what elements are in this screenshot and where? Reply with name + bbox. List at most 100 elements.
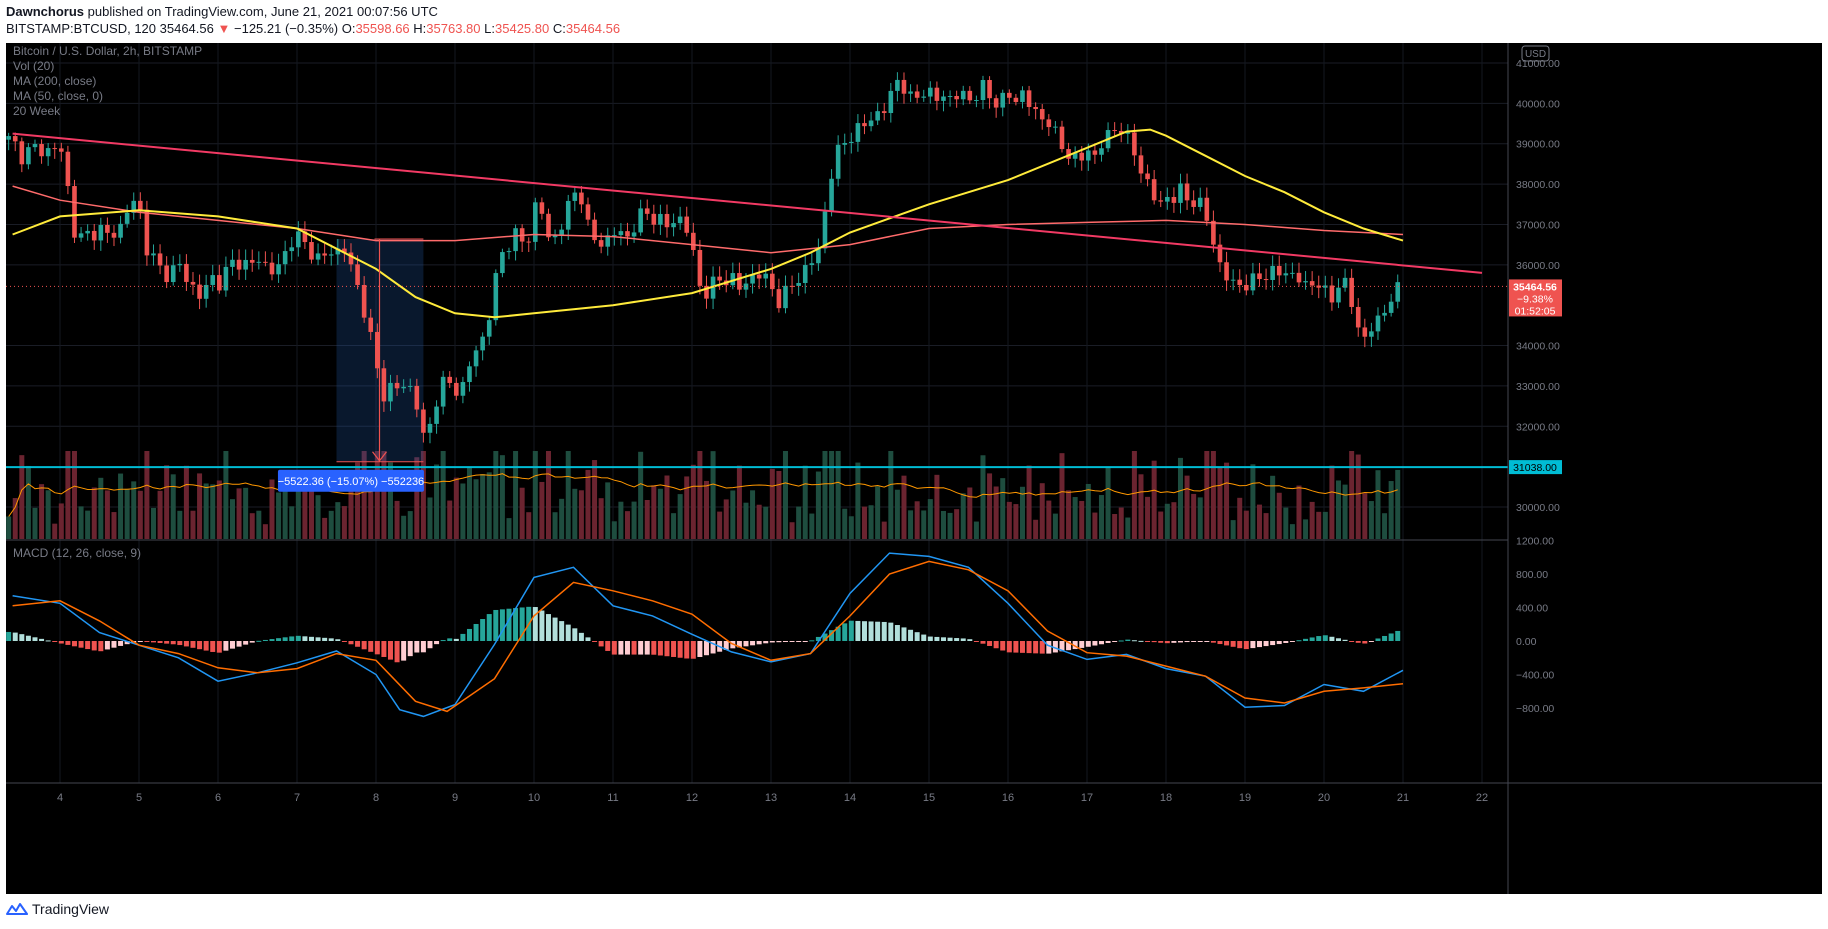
candle[interactable] [644,208,650,214]
candle[interactable] [32,144,38,148]
candle[interactable] [763,273,769,279]
candle[interactable] [934,87,940,101]
candle[interactable] [263,261,268,263]
candle[interactable] [796,282,801,286]
candle[interactable] [855,123,861,142]
candle[interactable] [447,376,453,383]
candle[interactable] [625,231,630,237]
candle[interactable] [467,366,472,383]
candle[interactable] [1013,97,1019,102]
candle[interactable] [658,213,663,225]
candle[interactable] [954,96,959,100]
candle[interactable] [368,317,374,332]
candle[interactable] [875,111,880,121]
candle[interactable] [1211,220,1216,245]
candle[interactable] [1092,150,1098,155]
candle[interactable] [289,247,295,252]
candle[interactable] [539,202,545,214]
author-name[interactable]: Dawnchorus [6,4,85,19]
candle[interactable] [638,208,643,233]
candle[interactable] [513,228,518,252]
candle[interactable] [605,235,611,247]
candle[interactable] [579,192,584,205]
candle[interactable] [1296,272,1302,283]
candle[interactable] [1388,301,1394,313]
candle[interactable] [460,382,466,396]
candle[interactable] [842,142,848,145]
candle[interactable] [783,285,788,309]
candle[interactable] [1046,119,1052,128]
candle[interactable] [375,331,380,369]
candle[interactable] [565,200,571,230]
candle[interactable] [473,350,479,367]
candle[interactable] [598,240,604,247]
candle[interactable] [401,386,406,389]
candle[interactable] [1112,130,1117,132]
candle[interactable] [407,385,413,387]
candle[interactable] [506,251,512,253]
candle[interactable] [697,249,703,286]
candle[interactable] [868,120,874,127]
candle[interactable] [1178,183,1183,203]
candle[interactable] [98,224,104,241]
candle[interactable] [243,259,248,270]
candle[interactable] [1184,183,1190,201]
candle[interactable] [223,266,229,291]
candle[interactable] [19,141,25,165]
candle[interactable] [1033,106,1038,110]
candle[interactable] [65,151,71,187]
candle[interactable] [296,231,301,248]
candle[interactable] [388,382,393,402]
candle[interactable] [282,251,288,265]
candle[interactable] [816,248,821,264]
candle[interactable] [651,213,657,225]
candle[interactable] [914,91,920,98]
candle[interactable] [1303,281,1308,283]
candle[interactable] [1059,126,1065,150]
candle[interactable] [533,202,538,242]
candle[interactable] [1217,244,1223,263]
candle[interactable] [1072,152,1078,159]
candle[interactable] [928,87,933,97]
candle[interactable] [770,273,775,290]
candle[interactable] [1250,273,1256,291]
candle[interactable] [111,232,117,238]
candle[interactable] [1237,279,1243,285]
candle[interactable] [1132,132,1137,156]
candle[interactable] [901,79,907,94]
candle[interactable] [190,281,196,285]
candle[interactable] [677,216,683,224]
candle[interactable] [730,273,736,286]
candle[interactable] [802,265,808,283]
candle[interactable] [72,186,77,238]
candle[interactable] [394,382,400,389]
candle[interactable] [1270,265,1275,281]
candle[interactable] [256,261,262,263]
candle[interactable] [849,141,854,143]
candle[interactable] [895,79,900,91]
candle[interactable] [45,148,51,157]
candle[interactable] [355,264,360,285]
candle[interactable] [1079,152,1085,161]
candle[interactable] [322,253,327,256]
candle[interactable] [1145,173,1150,180]
chart-area[interactable]: −5522.36 (−15.07%) −552236 Bitcoin / U.S… [6,43,1822,894]
candle[interactable] [59,148,64,152]
candle[interactable] [276,264,281,275]
candle[interactable] [1204,197,1210,221]
candle[interactable] [993,98,999,108]
candle[interactable] [217,275,222,291]
candle[interactable] [776,289,782,309]
candle[interactable] [1375,315,1381,332]
candle[interactable] [1000,92,1006,108]
candle[interactable] [1309,281,1315,286]
candle[interactable] [888,90,894,114]
candle[interactable] [203,284,209,299]
candle[interactable] [348,252,354,265]
candle[interactable] [1283,273,1289,276]
candle[interactable] [862,123,867,127]
candle[interactable] [1099,148,1104,155]
candle[interactable] [421,409,426,433]
candle[interactable] [454,382,459,396]
candle[interactable] [947,96,953,98]
